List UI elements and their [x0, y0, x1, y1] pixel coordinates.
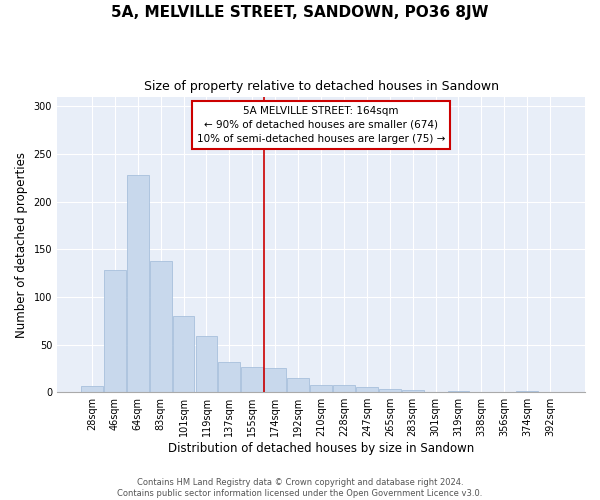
Bar: [356, 388, 378, 392]
Bar: [150, 261, 172, 392]
Text: 5A, MELVILLE STREET, SANDOWN, PO36 8JW: 5A, MELVILLE STREET, SANDOWN, PO36 8JW: [111, 5, 489, 20]
Title: Size of property relative to detached houses in Sandown: Size of property relative to detached ho…: [143, 80, 499, 93]
Bar: [287, 378, 309, 392]
Bar: [241, 368, 263, 392]
Bar: [310, 384, 332, 392]
Text: 5A MELVILLE STREET: 164sqm
← 90% of detached houses are smaller (674)
10% of sem: 5A MELVILLE STREET: 164sqm ← 90% of deta…: [197, 106, 445, 144]
Y-axis label: Number of detached properties: Number of detached properties: [15, 152, 28, 338]
Bar: [402, 390, 424, 392]
X-axis label: Distribution of detached houses by size in Sandown: Distribution of detached houses by size …: [168, 442, 474, 455]
Bar: [196, 336, 217, 392]
Bar: [104, 270, 126, 392]
Bar: [218, 362, 240, 392]
Bar: [127, 175, 149, 392]
Bar: [81, 386, 103, 392]
Bar: [379, 390, 401, 392]
Bar: [265, 368, 286, 392]
Text: Contains HM Land Registry data © Crown copyright and database right 2024.
Contai: Contains HM Land Registry data © Crown c…: [118, 478, 482, 498]
Bar: [333, 384, 355, 392]
Bar: [173, 316, 194, 392]
